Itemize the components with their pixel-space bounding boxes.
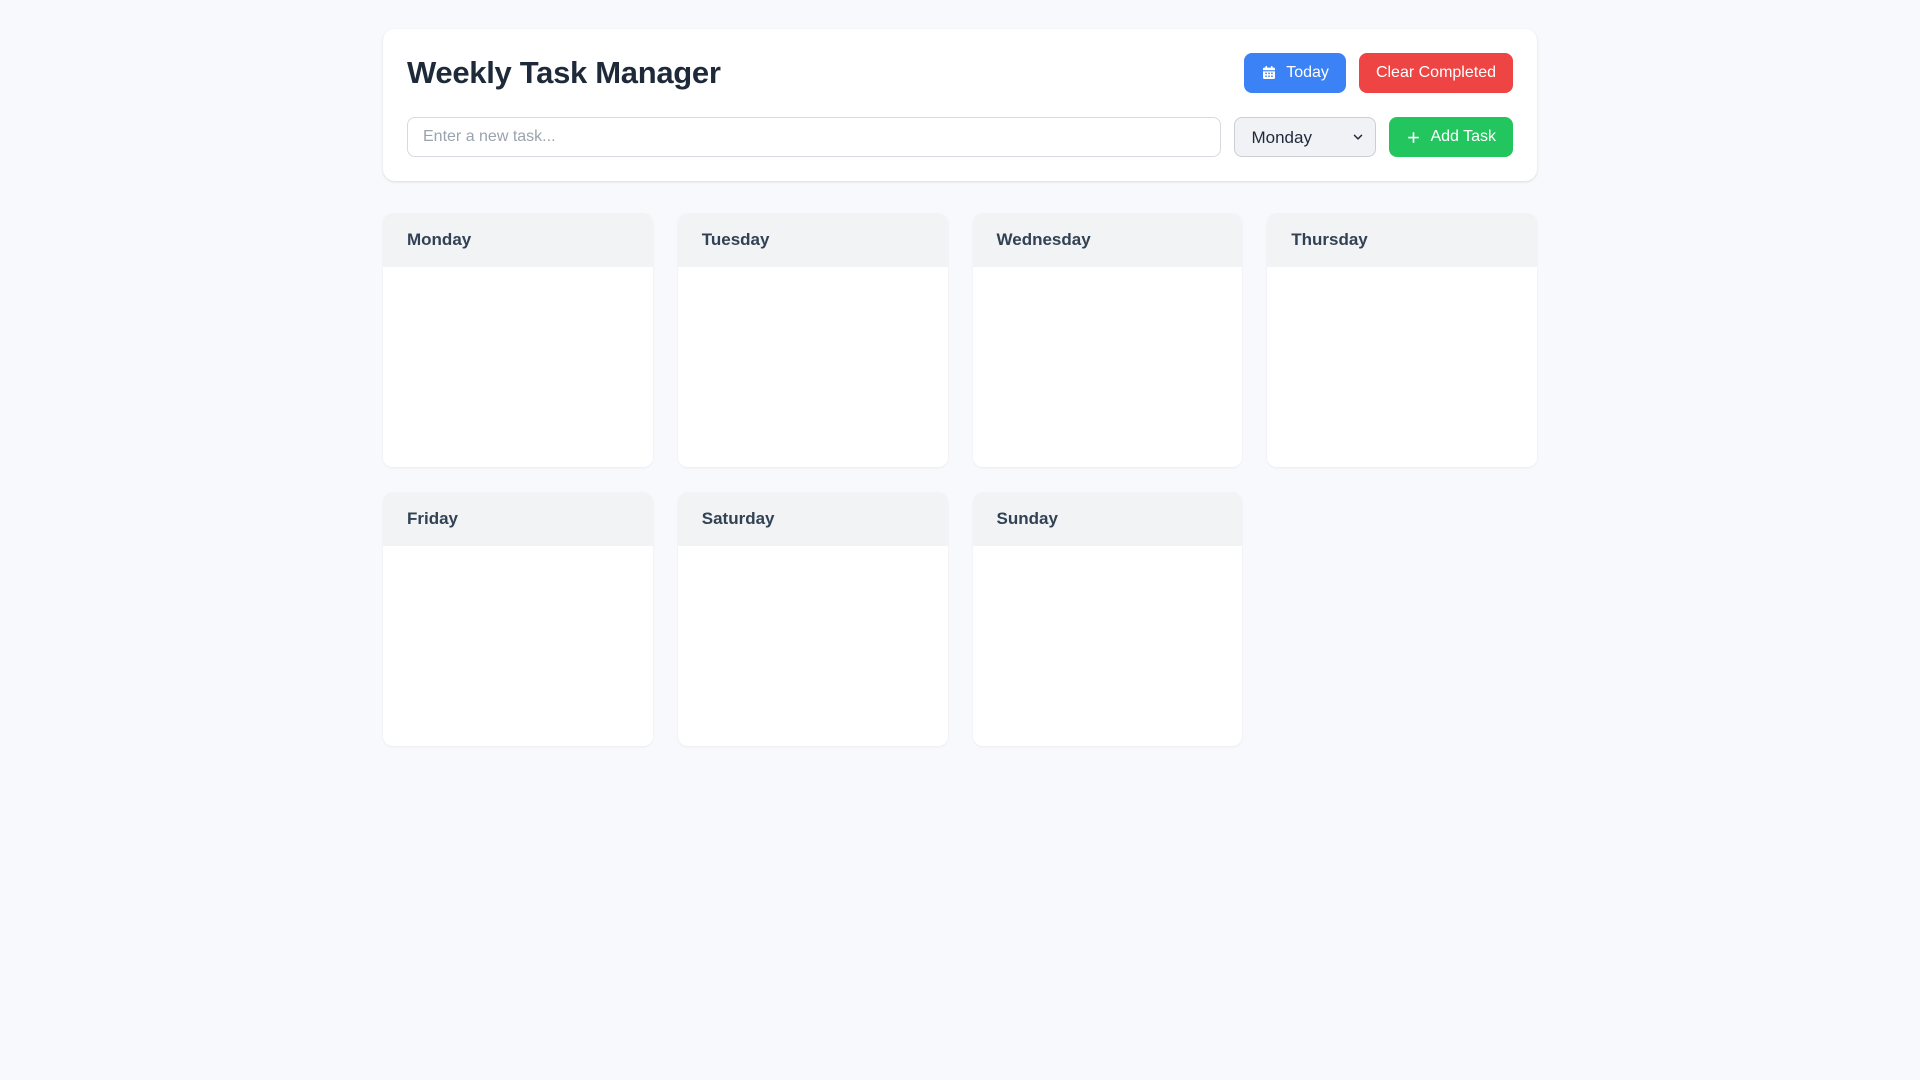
day-task-list xyxy=(972,267,1243,467)
day-label: Tuesday xyxy=(701,230,770,249)
day-column-header: Sunday xyxy=(972,492,1243,546)
day-column-sunday: Sunday xyxy=(972,492,1243,746)
add-task-button[interactable]: Add Task xyxy=(1389,117,1513,157)
add-task-button-label: Add Task xyxy=(1430,128,1496,145)
day-column-header: Thursday xyxy=(1267,213,1537,267)
day-label: Thursday xyxy=(1291,230,1368,249)
day-label: Wednesday xyxy=(996,230,1091,249)
plus-icon xyxy=(1406,130,1421,145)
week-board: Monday Tuesday Wednesday Thursday Friday xyxy=(383,213,1537,746)
clear-completed-button[interactable]: Clear Completed xyxy=(1358,53,1513,93)
day-task-list xyxy=(677,267,948,467)
day-column-header: Friday xyxy=(383,492,653,546)
day-select[interactable]: Monday xyxy=(1234,117,1377,157)
app-container: Weekly Task Manager xyxy=(383,0,1537,746)
day-column-wednesday: Wednesday xyxy=(972,213,1243,467)
new-task-input[interactable] xyxy=(407,117,1222,157)
day-column-monday: Monday xyxy=(383,213,653,467)
page-title: Weekly Task Manager xyxy=(407,55,721,90)
day-column-header: Tuesday xyxy=(677,213,948,267)
clear-completed-button-label: Clear Completed xyxy=(1375,64,1496,81)
day-column-thursday: Thursday xyxy=(1267,213,1537,467)
day-label: Sunday xyxy=(996,509,1058,528)
day-task-list xyxy=(383,546,653,746)
day-task-list xyxy=(972,546,1243,746)
day-column-saturday: Saturday xyxy=(677,492,948,746)
header-top-row: Weekly Task Manager xyxy=(407,53,1513,93)
day-column-header: Wednesday xyxy=(972,213,1243,267)
day-task-list xyxy=(1267,267,1537,467)
day-column-header: Saturday xyxy=(677,492,948,546)
day-task-list xyxy=(383,267,653,467)
day-label: Monday xyxy=(407,230,472,249)
today-button-label: Today xyxy=(1286,64,1329,81)
today-button[interactable]: Today xyxy=(1244,53,1346,93)
calendar-icon xyxy=(1261,65,1277,81)
day-column-header: Monday xyxy=(383,213,653,267)
header-actions: Today Clear Completed xyxy=(1244,53,1513,93)
day-task-list xyxy=(677,546,948,746)
day-column-tuesday: Tuesday xyxy=(677,213,948,467)
day-label: Friday xyxy=(407,509,459,528)
day-label: Saturday xyxy=(701,509,775,528)
day-column-friday: Friday xyxy=(383,492,653,746)
header-card: Weekly Task Manager xyxy=(383,29,1537,181)
add-task-form: Monday Add Task xyxy=(407,117,1513,157)
day-select-wrap: Monday xyxy=(1234,117,1377,157)
